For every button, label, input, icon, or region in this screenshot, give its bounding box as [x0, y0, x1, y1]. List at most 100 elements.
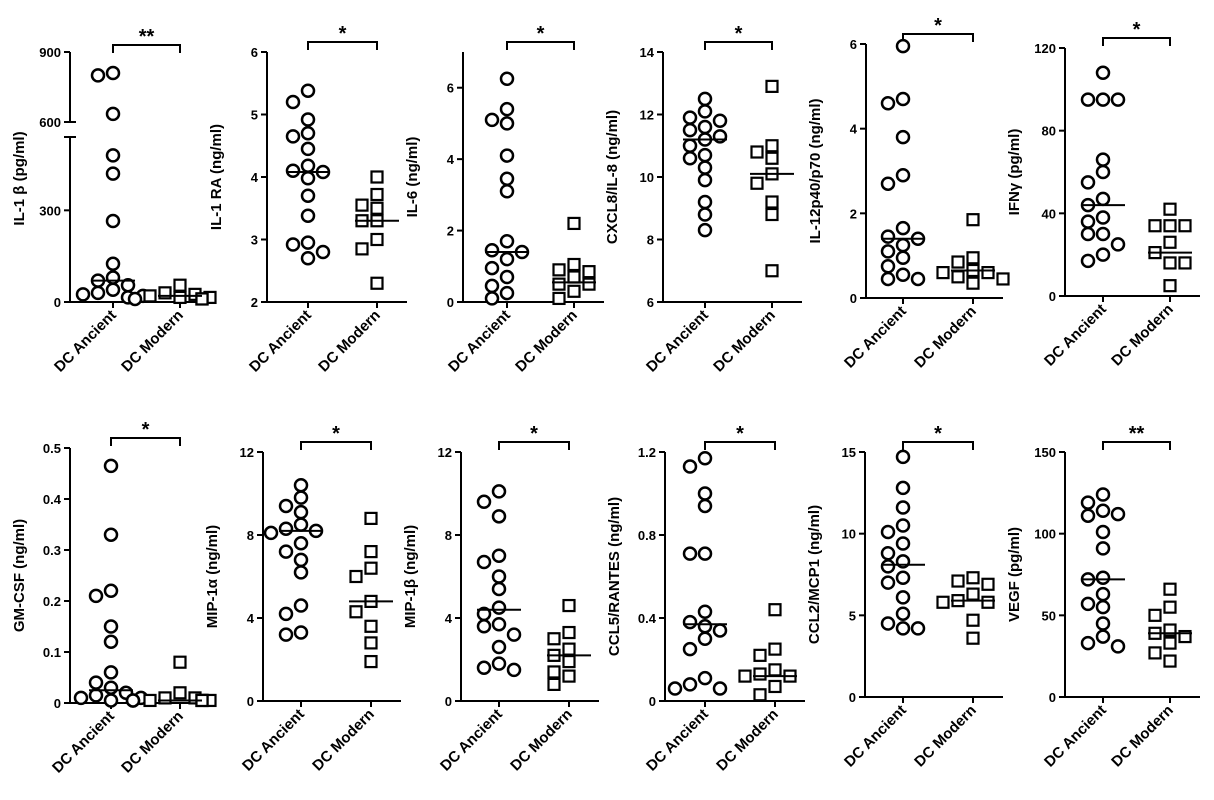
y-axis-label: CCL5/RANTES (ng/ml) [606, 497, 623, 656]
x-category-label: DC Ancient [445, 307, 514, 376]
significance-label: ** [139, 26, 155, 48]
significance-bracket [704, 41, 773, 50]
y-tick-label: 10 [842, 527, 856, 542]
significance-label: * [537, 23, 545, 45]
data-point-modern [1163, 219, 1177, 233]
significance-label: * [530, 423, 538, 445]
data-point-ancient [293, 565, 309, 580]
data-point-ancient [476, 494, 492, 510]
data-point-ancient [499, 234, 515, 249]
y-tick-label: 0 [54, 295, 61, 310]
data-point-modern [370, 201, 384, 215]
y-tick-label: 80 [1042, 124, 1056, 139]
data-point-ancient [73, 690, 89, 706]
data-point-ancient [103, 619, 119, 634]
data-point-modern [765, 139, 779, 153]
data-point-ancient [697, 498, 713, 514]
panel-11: 0 5 10 15 DC Ancient DC Modern CCL2/MCP1 (ng/m… [806, 423, 1003, 771]
data-point-ancient [1095, 226, 1111, 242]
data-point-ancient [682, 459, 698, 474]
data-point-ancient [1110, 506, 1126, 522]
data-point-ancient [697, 172, 713, 188]
data-point-ancient [300, 112, 316, 127]
y-axis-label: IL-6 (ng/ml) [404, 137, 421, 218]
data-point-modern [1163, 279, 1177, 293]
data-point-modern [158, 691, 172, 705]
data-point-ancient [103, 634, 119, 650]
data-point-ancient [895, 621, 911, 636]
x-category-label: DC Ancient [49, 708, 118, 777]
data-point-ancient [315, 244, 331, 260]
data-point-modern [567, 284, 581, 298]
data-point-ancient [880, 244, 896, 259]
data-point-ancient [697, 619, 713, 634]
data-point-ancient [1095, 92, 1111, 107]
x-category-label: DC Modern [1108, 702, 1177, 771]
significance-label: * [142, 419, 150, 441]
data-point-ancient [499, 285, 515, 301]
data-point-modern [355, 242, 369, 256]
data-point-ancient [499, 251, 515, 267]
y-tick-label: 4 [447, 152, 455, 167]
data-point-ancient [300, 188, 316, 203]
data-point-modern [1148, 219, 1162, 233]
data-point-modern [173, 655, 187, 669]
data-point-ancient [484, 278, 500, 294]
data-point-ancient [697, 147, 713, 163]
data-point-ancient [499, 184, 515, 199]
data-point-ancient [712, 113, 728, 128]
data-point-ancient [285, 94, 301, 110]
y-tick-label: 0.1 [43, 645, 61, 660]
data-point-ancient [880, 229, 896, 244]
data-point-ancient [1095, 629, 1111, 644]
data-point-ancient [895, 267, 911, 282]
y-tick-label: 0.3 [43, 543, 61, 558]
data-point-ancient [105, 282, 121, 298]
y-tick-label: 120 [1034, 41, 1056, 56]
data-point-modern [143, 693, 157, 708]
data-point-ancient [1080, 92, 1096, 107]
x-category-label: DC Modern [507, 706, 576, 775]
data-point-ancient [895, 38, 911, 54]
data-point-ancient [1095, 586, 1111, 602]
data-point-modern [936, 595, 950, 609]
data-point-modern [768, 603, 782, 617]
data-point-ancient [499, 116, 515, 131]
significance-bracket [704, 441, 776, 450]
data-point-ancient [1095, 570, 1111, 586]
data-point-ancient [1095, 65, 1111, 81]
x-category-label: DC Ancient [643, 706, 712, 775]
data-point-ancient [1095, 152, 1111, 167]
x-category-label: DC Modern [118, 708, 187, 777]
data-point-ancient [1080, 508, 1096, 523]
data-point-ancient [880, 259, 896, 274]
data-point-ancient [697, 450, 713, 466]
significance-label: * [339, 23, 347, 45]
data-point-ancient [682, 641, 698, 657]
x-category-label: DC Modern [512, 307, 581, 376]
data-point-ancient [895, 237, 911, 253]
data-point-ancient [880, 616, 896, 631]
data-point-modern [567, 257, 581, 272]
data-point-ancient [293, 536, 309, 551]
data-point-ancient [712, 681, 728, 696]
data-point-ancient [293, 625, 309, 640]
data-point-ancient [1110, 92, 1126, 107]
data-point-modern [370, 187, 384, 202]
data-point-ancient [1080, 253, 1096, 269]
data-point-ancient [1080, 226, 1096, 242]
data-point-ancient [895, 129, 911, 145]
y-axis-label: GM-CSF (ng/ml) [11, 519, 28, 632]
data-point-modern [951, 255, 965, 269]
data-point-modern [981, 266, 995, 280]
y-tick-label: 4 [445, 611, 453, 626]
data-point-ancient [278, 498, 294, 514]
y-tick-label: 2 [447, 224, 454, 239]
significance-bracket [300, 441, 372, 450]
data-point-modern [567, 270, 581, 284]
y-tick-label: 6 [447, 81, 454, 96]
data-point-ancient [127, 291, 143, 307]
